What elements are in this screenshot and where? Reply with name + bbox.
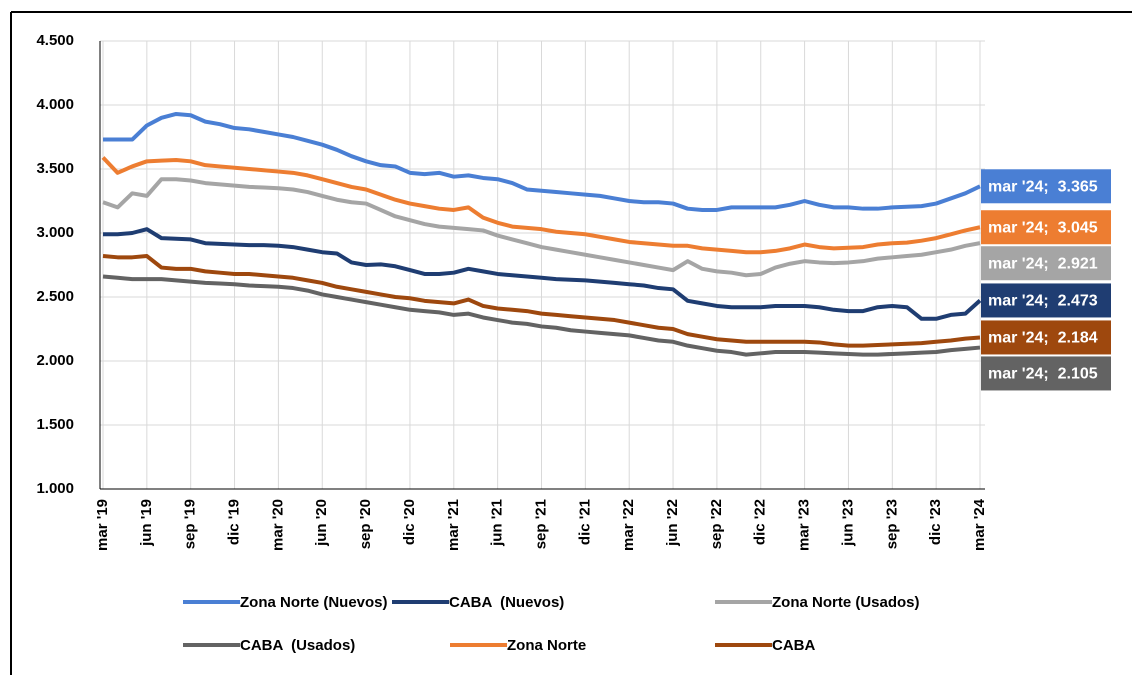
x-tick-label: mar '19: [94, 499, 111, 551]
y-tick-label: 2.500: [36, 288, 74, 305]
legend-label: CABA (Usados): [240, 637, 355, 654]
value-label-box: [981, 210, 1111, 245]
value-label-box: [981, 169, 1111, 204]
value-label-box: [981, 356, 1111, 391]
x-tick-label: dic '21: [576, 499, 593, 545]
x-tick-label: sep '22: [708, 499, 725, 549]
y-tick-label: 2.000: [36, 352, 74, 369]
series-line: [103, 111, 981, 212]
x-tick-label: sep '23: [883, 499, 900, 549]
x-tick-label: mar '21: [445, 499, 462, 551]
series-line: [102, 254, 981, 348]
series-line: [101, 156, 981, 255]
x-tick-label: sep '20: [357, 499, 374, 549]
value-label: mar '24; 2.105: [988, 366, 1098, 383]
series-line: [103, 227, 982, 321]
value-label-box: [981, 246, 1111, 281]
legend-label: CABA (Nuevos): [449, 594, 564, 611]
value-label: mar '24; 3.365: [988, 178, 1098, 195]
legend-label: CABA: [772, 637, 815, 654]
legend-label: Zona Norte: [507, 637, 586, 654]
x-tick-label: sep '21: [532, 499, 549, 549]
x-tick-label: mar '24: [971, 498, 988, 551]
x-tick-label: mar '20: [269, 499, 286, 551]
x-tick-label: jun '19: [138, 499, 155, 547]
series-line: [102, 274, 981, 357]
value-label: mar '24; 2.184: [988, 330, 1098, 347]
x-tick-label: jun '23: [839, 499, 856, 547]
y-tick-label: 4.500: [36, 32, 74, 49]
value-label: mar '24; 2.473: [988, 293, 1098, 310]
x-tick-label: mar '23: [796, 499, 813, 551]
legend-label: Zona Norte (Nuevos): [240, 594, 388, 611]
y-tick-label: 1.000: [36, 480, 74, 497]
value-label-box: [981, 283, 1111, 318]
series-line: [102, 177, 981, 278]
x-tick-label: mar '22: [620, 499, 637, 551]
x-tick-label: jun '22: [664, 499, 681, 547]
x-tick-label: dic '22: [752, 499, 769, 545]
y-tick-label: 3.000: [36, 224, 74, 241]
x-tick-label: sep '19: [182, 499, 199, 549]
legend-label: Zona Norte (Usados): [772, 594, 920, 611]
y-tick-label: 3.500: [36, 160, 74, 177]
x-tick-label: dic '19: [226, 499, 243, 545]
x-tick-label: dic '20: [401, 499, 418, 545]
y-tick-label: 4.000: [36, 96, 74, 113]
x-tick-label: dic '23: [927, 499, 944, 545]
x-tick-label: jun '20: [313, 499, 330, 547]
x-tick-label: jun '21: [489, 499, 506, 547]
value-label-box: [981, 320, 1111, 355]
value-label: mar '24; 2.921: [988, 255, 1098, 272]
value-label: mar '24; 3.045: [988, 219, 1098, 236]
y-tick-label: 1.500: [36, 416, 74, 433]
